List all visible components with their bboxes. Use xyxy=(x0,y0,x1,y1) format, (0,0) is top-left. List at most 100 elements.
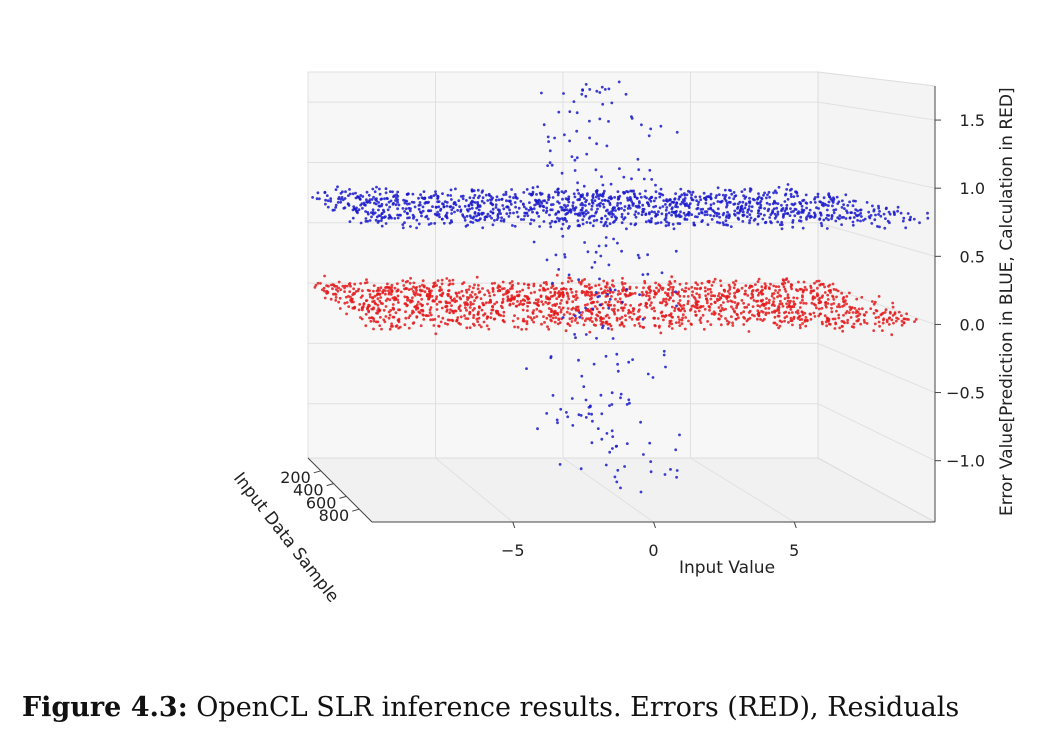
scatter-point xyxy=(616,300,620,304)
scatter-point xyxy=(606,208,609,212)
scatter-point xyxy=(781,207,785,210)
scatter-point xyxy=(808,215,812,219)
scatter-point xyxy=(691,190,695,194)
scatter-point xyxy=(870,222,874,225)
scatter-point xyxy=(590,198,594,202)
scatter-point xyxy=(370,215,373,219)
scatter-point xyxy=(837,200,841,204)
scatter-point xyxy=(480,191,484,194)
scatter-point xyxy=(429,313,433,317)
scatter-point xyxy=(684,286,688,290)
scatter-point xyxy=(412,285,415,289)
scatter-point xyxy=(896,205,900,209)
scatter-point xyxy=(522,218,526,221)
scatter-point xyxy=(519,218,523,221)
scatter-point xyxy=(616,241,619,245)
scatter-point xyxy=(837,316,841,320)
scatter-point xyxy=(696,283,699,286)
scatter-point xyxy=(515,290,519,294)
scatter-point xyxy=(526,297,530,301)
scatter-point xyxy=(384,299,388,302)
scatter-point xyxy=(755,289,758,292)
scatter-point xyxy=(397,326,400,330)
scatter-point xyxy=(840,216,844,219)
scatter-point xyxy=(443,322,447,325)
scatter-point xyxy=(712,214,716,218)
scatter-point xyxy=(785,302,788,306)
scatter-point xyxy=(827,319,830,323)
scatter-point xyxy=(888,212,892,216)
scatter-point xyxy=(435,295,439,299)
scatter-point xyxy=(447,289,450,293)
scatter-point xyxy=(587,317,590,320)
scatter-point xyxy=(804,201,808,205)
scatter-point xyxy=(759,200,763,203)
scatter-point xyxy=(819,221,823,225)
scatter-point xyxy=(717,193,721,197)
scatter-point xyxy=(682,303,686,307)
scatter-point xyxy=(422,190,426,194)
scatter-point xyxy=(619,201,622,205)
scatter-point xyxy=(801,313,805,317)
scatter-point xyxy=(593,305,597,308)
scatter-point xyxy=(459,297,463,301)
scatter-point xyxy=(819,300,823,304)
scatter-point xyxy=(872,329,876,332)
scatter-point xyxy=(648,168,652,172)
scatter-point xyxy=(772,207,776,211)
scatter-point xyxy=(581,203,585,207)
scatter-point xyxy=(482,320,486,324)
scatter-point xyxy=(577,278,580,282)
scatter-point xyxy=(679,304,683,308)
scatter-point xyxy=(516,282,520,285)
scatter-point xyxy=(813,281,816,285)
scatter-point xyxy=(433,318,437,321)
series-2 xyxy=(311,80,930,494)
scatter-point xyxy=(691,198,695,202)
scatter-point xyxy=(359,194,363,197)
scatter-point xyxy=(446,318,450,322)
scatter-point xyxy=(688,190,692,194)
scatter-point xyxy=(339,288,343,291)
scatter-point xyxy=(900,323,904,327)
scatter-point xyxy=(434,297,438,301)
scatter-point xyxy=(612,213,615,216)
scatter-point xyxy=(817,279,821,283)
scatter-point xyxy=(452,201,456,205)
scatter-point xyxy=(471,302,475,306)
scatter-point xyxy=(611,290,615,294)
scatter-point xyxy=(637,212,640,215)
scatter-point xyxy=(431,318,435,322)
scatter-point xyxy=(825,208,829,212)
scatter-point xyxy=(652,316,656,320)
scatter-point xyxy=(675,304,678,308)
scatter-point xyxy=(838,214,842,218)
scatter-point xyxy=(546,135,550,139)
scatter-point xyxy=(588,310,592,313)
scatter-point xyxy=(772,297,776,300)
scatter-point xyxy=(411,309,414,313)
scatter-point xyxy=(720,306,724,310)
scatter-point xyxy=(770,294,774,298)
scatter-point xyxy=(678,299,682,302)
scatter-point xyxy=(355,209,359,213)
scatter-point xyxy=(739,207,743,211)
scatter-point xyxy=(506,295,510,298)
scatter-point xyxy=(491,207,495,211)
scatter-point xyxy=(756,222,760,226)
scatter-point xyxy=(709,214,712,217)
scatter-point xyxy=(377,307,380,310)
scatter-point xyxy=(396,294,400,298)
scatter-point xyxy=(565,310,569,314)
scatter-point xyxy=(396,194,400,198)
scatter-point xyxy=(903,317,907,321)
scatter-point xyxy=(831,317,835,321)
scatter-point xyxy=(558,463,562,466)
scatter-point xyxy=(532,219,536,222)
scatter-point xyxy=(509,287,512,291)
scatter-point xyxy=(633,223,637,227)
scatter-point xyxy=(884,207,888,211)
scatter-point xyxy=(773,315,777,319)
scatter-point xyxy=(669,312,673,315)
scatter-point xyxy=(837,303,841,306)
